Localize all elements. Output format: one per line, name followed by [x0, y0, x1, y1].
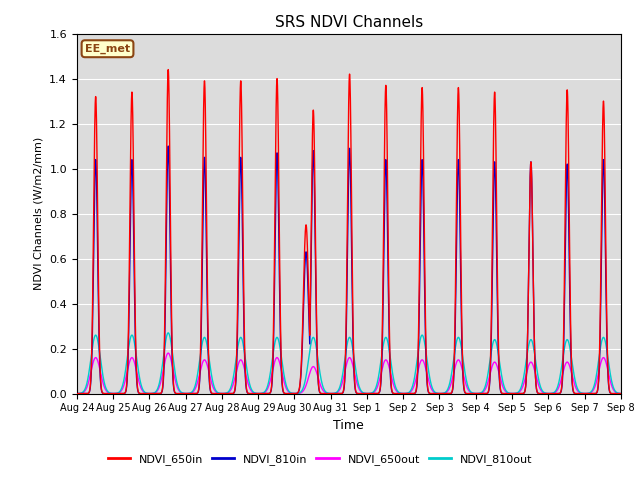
Title: SRS NDVI Channels: SRS NDVI Channels — [275, 15, 423, 30]
Y-axis label: NDVI Channels (W/m2/mm): NDVI Channels (W/m2/mm) — [34, 137, 44, 290]
X-axis label: Time: Time — [333, 419, 364, 432]
Text: EE_met: EE_met — [85, 44, 130, 54]
Legend: NDVI_650in, NDVI_810in, NDVI_650out, NDVI_810out: NDVI_650in, NDVI_810in, NDVI_650out, NDV… — [103, 450, 537, 469]
